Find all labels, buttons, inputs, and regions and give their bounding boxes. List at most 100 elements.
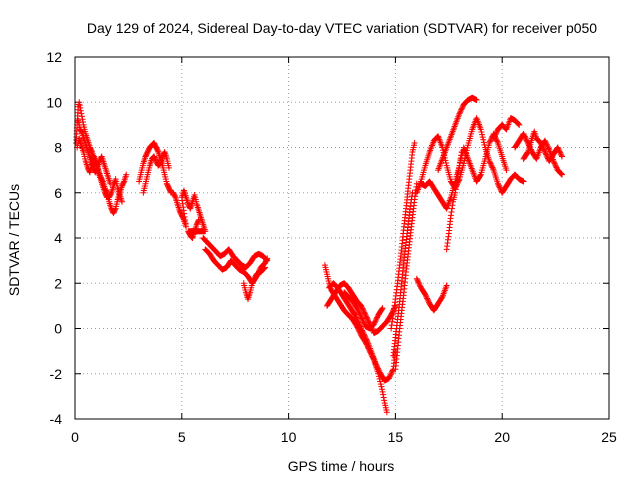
data-point bbox=[357, 311, 364, 318]
data-point bbox=[355, 309, 362, 316]
data-point bbox=[479, 134, 486, 141]
data-point bbox=[389, 368, 396, 375]
data-point bbox=[457, 155, 464, 162]
data-point bbox=[487, 160, 494, 167]
data-point bbox=[352, 313, 359, 320]
chart-title: Day 129 of 2024, Sidereal Day-to-day VTE… bbox=[87, 20, 597, 36]
data-point bbox=[520, 130, 527, 137]
data-point bbox=[424, 295, 431, 302]
data-point bbox=[373, 361, 380, 368]
data-point bbox=[380, 391, 387, 398]
data-point bbox=[363, 313, 370, 320]
data-point bbox=[380, 394, 387, 401]
data-point bbox=[251, 275, 258, 282]
data-point bbox=[553, 164, 560, 171]
data-point bbox=[355, 319, 362, 326]
data-point bbox=[453, 182, 460, 189]
data-point bbox=[77, 104, 84, 111]
data-point bbox=[375, 365, 382, 372]
data-point bbox=[364, 315, 371, 322]
data-point bbox=[123, 171, 130, 178]
data-point bbox=[358, 314, 365, 321]
x-tick-label: 10 bbox=[281, 429, 297, 445]
data-point bbox=[557, 149, 564, 156]
y-axis-label: SDTVAR / TECUs bbox=[6, 184, 22, 296]
data-point bbox=[249, 280, 256, 287]
data-point bbox=[491, 132, 498, 139]
data-point bbox=[458, 149, 465, 156]
data-point bbox=[389, 315, 396, 322]
x-tick-label: 0 bbox=[71, 429, 79, 445]
data-point bbox=[378, 306, 385, 313]
data-points bbox=[73, 94, 566, 416]
plot-frame bbox=[74, 56, 610, 420]
data-point bbox=[112, 206, 119, 213]
data-point bbox=[356, 320, 363, 327]
data-point bbox=[389, 309, 396, 316]
data-point bbox=[386, 373, 393, 380]
y-tick-label: -2 bbox=[50, 366, 63, 382]
data-point bbox=[359, 327, 366, 334]
x-axis-label: GPS time / hours bbox=[288, 458, 395, 474]
data-point bbox=[490, 165, 497, 172]
data-point bbox=[360, 306, 367, 313]
data-point bbox=[557, 170, 564, 177]
data-point bbox=[360, 308, 367, 315]
data-point bbox=[165, 164, 172, 171]
data-point bbox=[118, 198, 125, 205]
data-point bbox=[358, 315, 365, 322]
data-point bbox=[544, 144, 551, 151]
y-tick-label: 6 bbox=[54, 185, 62, 201]
data-point bbox=[542, 139, 549, 146]
data-point bbox=[360, 331, 367, 338]
data-point bbox=[359, 328, 366, 335]
data-point bbox=[107, 190, 114, 197]
data-point bbox=[365, 318, 372, 325]
data-point bbox=[489, 164, 496, 171]
y-tick-label: 2 bbox=[54, 275, 62, 291]
data-point bbox=[554, 144, 561, 151]
data-point bbox=[387, 371, 394, 378]
data-point bbox=[354, 318, 361, 325]
data-point bbox=[376, 368, 383, 375]
data-point bbox=[373, 315, 380, 322]
data-point bbox=[480, 136, 487, 143]
data-point bbox=[543, 152, 550, 159]
data-point bbox=[515, 121, 522, 128]
data-point bbox=[555, 147, 562, 154]
data-point bbox=[355, 307, 362, 314]
data-point bbox=[377, 378, 384, 385]
data-point bbox=[383, 409, 390, 416]
data-point bbox=[452, 186, 459, 193]
data-point bbox=[422, 291, 429, 298]
data-point bbox=[538, 141, 545, 148]
data-point bbox=[494, 180, 501, 187]
data-point bbox=[559, 171, 566, 178]
data-point bbox=[456, 110, 463, 117]
data-point bbox=[76, 99, 83, 106]
data-point bbox=[458, 152, 465, 159]
data-point bbox=[358, 302, 365, 309]
data-point bbox=[372, 317, 379, 324]
data-point bbox=[551, 160, 558, 167]
data-point bbox=[457, 107, 464, 114]
data-point bbox=[453, 179, 460, 186]
data-point bbox=[555, 145, 562, 152]
data-point bbox=[543, 140, 550, 147]
data-point bbox=[358, 326, 365, 333]
data-point bbox=[477, 126, 484, 133]
data-point bbox=[361, 309, 368, 316]
data-point bbox=[360, 319, 367, 326]
data-point bbox=[357, 312, 364, 319]
data-point bbox=[556, 148, 563, 155]
data-point bbox=[414, 277, 421, 284]
data-point bbox=[353, 314, 360, 321]
data-point bbox=[503, 167, 510, 174]
data-point bbox=[416, 280, 423, 287]
data-point bbox=[524, 149, 531, 156]
data-point bbox=[541, 149, 548, 156]
data-point bbox=[353, 315, 360, 322]
data-point bbox=[356, 310, 363, 317]
data-point bbox=[544, 142, 551, 149]
data-point bbox=[486, 138, 493, 145]
